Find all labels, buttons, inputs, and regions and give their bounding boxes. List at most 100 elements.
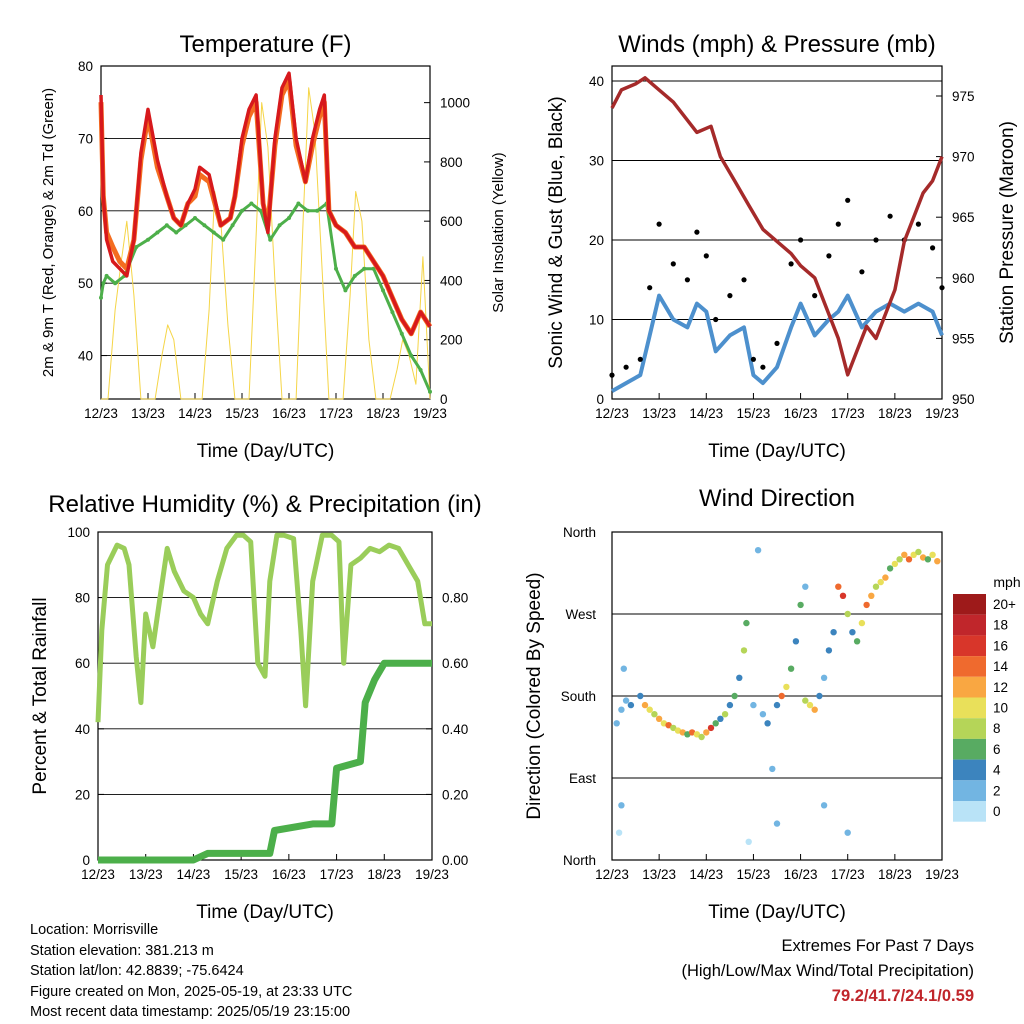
dewpoint-point: [409, 353, 414, 358]
y2-tick-label: 800: [440, 155, 463, 170]
y2-axis-label: Solar Insolation (Yellow): [490, 152, 507, 312]
direction-point: [707, 724, 715, 732]
dewpoint-point: [371, 266, 376, 271]
colorbar-label: 4: [993, 763, 1001, 778]
gust-point: [873, 237, 879, 243]
x-tick-label: 16/23: [272, 406, 306, 421]
x-tick-label: 18/23: [367, 867, 401, 882]
station-info: Location: Morrisville Station elevation:…: [30, 920, 352, 1023]
direction-point: [877, 578, 884, 586]
direction-point: [802, 583, 809, 590]
direction-point: [778, 692, 785, 700]
y-axis-label: Direction (Colored By Speed): [524, 572, 545, 819]
gust-point: [713, 316, 719, 323]
x-axis-label: Time (Day/UTC): [197, 441, 335, 462]
series-station-pressure: [610, 76, 944, 377]
x-tick-label: 17/23: [320, 867, 354, 882]
plot-frame: [611, 65, 943, 400]
gust-point: [623, 364, 629, 370]
dewpoint-point: [343, 288, 348, 293]
panel-title: Relative Humidity (%) & Precipitation (i…: [48, 491, 481, 518]
x-tick-label: 16/23: [784, 867, 818, 882]
direction-point: [693, 731, 701, 738]
x-tick-label: 19/23: [413, 406, 447, 421]
dewpoint-point: [287, 216, 291, 220]
colorbar-swatch: [953, 656, 986, 677]
colorbar-swatch: [953, 780, 986, 801]
dewpoint-point: [230, 223, 235, 228]
direction-point: [754, 547, 762, 554]
colorbar-swatch: [953, 718, 986, 739]
direction-point: [655, 715, 663, 722]
y2-axis-label: Station Pressure (Maroon): [997, 121, 1018, 344]
y-tick-label: North: [563, 853, 596, 868]
y-tick-label: 20: [75, 787, 90, 802]
dewpoint-point: [221, 237, 226, 242]
x-tick-label: 17/23: [831, 867, 865, 882]
direction-point: [905, 556, 913, 563]
direction-point: [740, 647, 748, 654]
dewpoint-point: [277, 223, 282, 228]
y-tick-label: 100: [67, 525, 90, 540]
x-tick-label: 15/23: [225, 406, 259, 421]
dewpoint-point: [99, 295, 103, 300]
gust-point: [812, 293, 818, 299]
direction-point: [783, 683, 790, 691]
dewpoint-point: [428, 389, 432, 394]
colorbar-label: 2: [993, 783, 1001, 798]
y-axis-label: Sonic Wind & Gust (Blue, Black): [546, 96, 567, 368]
y2-tick-label: 975: [952, 89, 975, 104]
colorbar-swatch: [953, 738, 986, 760]
gust-point: [774, 340, 780, 346]
direction-point: [872, 583, 880, 590]
dewpoint-point: [155, 230, 160, 235]
gust-point: [741, 277, 747, 283]
plot-frame: [97, 531, 433, 861]
x-tick-label: 16/23: [784, 406, 818, 421]
x-tick-label: 15/23: [224, 867, 258, 882]
x-tick-label: 17/23: [831, 406, 865, 421]
panel-title: Winds (mph) & Pressure (mb): [618, 31, 935, 58]
direction-point: [670, 724, 677, 732]
dewpoint-point: [174, 230, 179, 235]
y-tick-label: 10: [589, 313, 604, 328]
dewpoint-point: [305, 208, 310, 213]
direction-point: [844, 829, 851, 836]
gust-point: [637, 356, 643, 362]
direction-point: [736, 674, 743, 681]
y2-tick-label: 970: [952, 150, 975, 165]
series-total-rainfall: [98, 659, 432, 864]
gust-point: [670, 261, 676, 267]
dewpoint-point: [315, 208, 320, 213]
x-tick-label: 12/23: [595, 867, 629, 882]
colorbar-label: 20+: [993, 597, 1016, 612]
direction-point: [743, 619, 750, 627]
x-tick-label: 18/23: [366, 406, 400, 421]
x-tick-label: 15/23: [737, 406, 771, 421]
direction-point: [750, 701, 757, 709]
dewpoint-point: [249, 201, 254, 206]
colorbar-swatch: [953, 635, 986, 657]
x-tick-label: 14/23: [177, 867, 211, 882]
direction-point: [825, 647, 833, 654]
direction-point: [868, 592, 875, 599]
direction-point: [637, 692, 644, 700]
direction-point: [835, 583, 842, 590]
colorbar-swatch: [953, 801, 986, 822]
y2-tick-label: 960: [952, 271, 975, 286]
direction-point: [910, 551, 917, 558]
x-axis-label: Time (Day/UTC): [708, 902, 846, 923]
x-axis-label: Time (Day/UTC): [708, 441, 846, 462]
series-solar-insolation: [101, 87, 431, 400]
y2-tick-label: 0: [440, 392, 448, 407]
y2-tick-label: 955: [952, 331, 975, 346]
y-tick-label: South: [561, 689, 596, 704]
direction-point: [934, 558, 941, 565]
dewpoint-point: [146, 237, 150, 242]
extremes-box: Extremes For Past 7 Days (High/Low/Max W…: [681, 934, 974, 1009]
gust-point: [750, 356, 757, 362]
y2-tick-label: 0.00: [442, 853, 468, 868]
direction-point: [886, 565, 894, 572]
colorbar-label: 12: [993, 680, 1008, 695]
gust-point: [788, 261, 794, 267]
